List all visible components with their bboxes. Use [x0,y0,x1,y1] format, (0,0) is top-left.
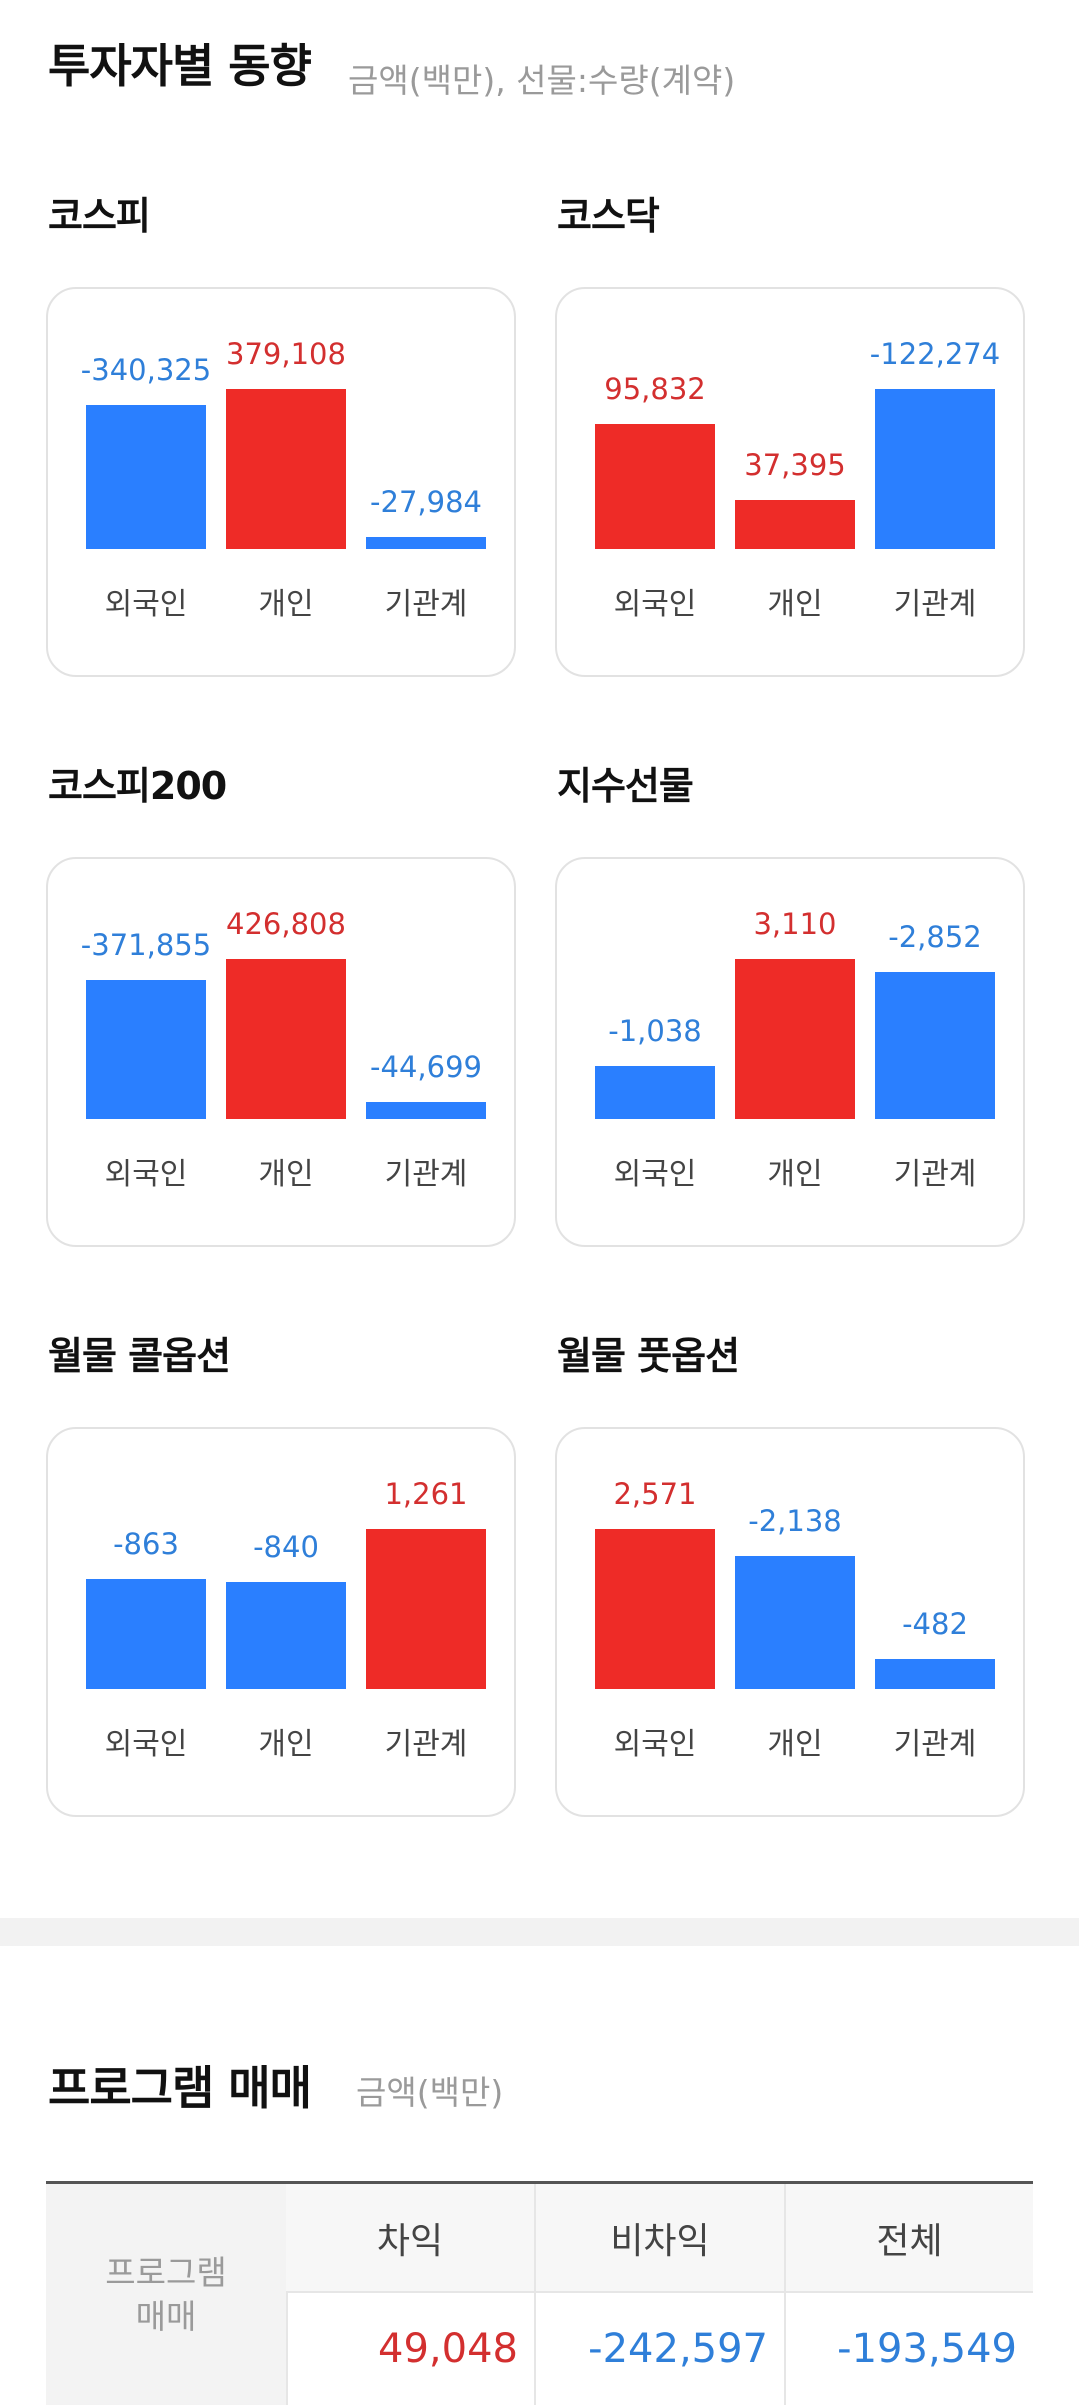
bar-institution [366,537,486,549]
chart-card-kospi: -340,325 외국인 379,108 개인 -27,984 기관계 [46,287,516,677]
column-header-total: 전체 [786,2184,1033,2293]
value-label-foreign: 2,571 [613,1477,697,1511]
value-label-foreign: 95,832 [604,372,706,406]
category-label-foreign: 외국인 [104,587,188,622]
category-label-institution: 기관계 [893,1727,977,1762]
category-label-institution: 기관계 [893,1157,977,1192]
value-label-foreign: -371,855 [80,928,212,962]
category-label-foreign: 외국인 [613,1157,697,1192]
category-label-foreign: 외국인 [104,1157,188,1192]
bar-individual [735,959,855,1119]
value-label-institution: -27,984 [370,485,482,519]
value-label-institution: -482 [902,1607,968,1641]
program-row-label-2: 매매 [135,2296,197,2336]
value-label-individual: 3,110 [753,907,837,941]
value-label-individual: 37,395 [744,448,846,482]
value-label-institution: 1,261 [384,1477,468,1511]
bar-individual [226,1582,346,1689]
value-label-individual: -2,138 [748,1504,842,1538]
non-arbitrage-value: -242,597 [536,2293,786,2405]
category-label-institution: 기관계 [384,587,468,622]
column-header-arbitrage: 차익 [286,2184,536,2293]
value-label-individual: 379,108 [226,337,346,371]
program-trading-table: 프로그램 매매 차익 비차익 전체 49,048 -242,597 -193,5… [46,2181,1033,2405]
value-label-institution: -2,852 [888,920,982,954]
value-label-foreign: -340,325 [80,353,212,387]
total-value: -193,549 [837,2326,1017,2372]
chart-card-index-futures: -1,038 외국인 3,110 개인 -2,852 기관계 [555,857,1025,1247]
category-label-institution: 기관계 [893,587,977,622]
category-label-individual: 개인 [767,1157,823,1192]
chart-title-kosdaq: 코스닥 [557,194,660,238]
chart-card-kospi200: -371,855 외국인 426,808 개인 -44,699 기관계 [46,857,516,1247]
bar-institution [366,1102,486,1119]
program-row-label-1: 프로그램 [105,2252,227,2292]
category-label-foreign: 외국인 [613,1727,697,1762]
category-label-individual: 개인 [258,587,314,622]
value-label-institution: -122,274 [869,337,1001,371]
section-divider [0,1918,1079,1946]
category-label-individual: 개인 [258,1157,314,1192]
category-label-individual: 개인 [258,1727,314,1762]
value-label-individual: -840 [253,1530,319,1564]
category-label-institution: 기관계 [384,1157,468,1192]
investor-trend-title: 투자자별 동향 [48,39,312,93]
chart-card-monthly-call-options: -863 외국인 -840 개인 1,261 기관계 [46,1427,516,1817]
program-trading-title: 프로그램 매매 [48,2061,312,2115]
program-trading-subtitle: 금액(백만) [356,2073,504,2112]
value-label-foreign: -1,038 [608,1014,702,1048]
value-label-institution: -44,699 [370,1050,482,1084]
bar-foreign [86,405,206,549]
category-label-foreign: 외국인 [104,1727,188,1762]
column-header-non-arbitrage: 비차익 [536,2184,786,2293]
bar-institution [366,1529,486,1689]
value-label-individual: 426,808 [226,907,346,941]
arbitrage-value: 49,048 [286,2293,536,2405]
investor-trend-subtitle: 금액(백만), 선물:수량(계약) [348,61,736,100]
category-label-foreign: 외국인 [613,587,697,622]
bar-individual [735,500,855,549]
category-label-individual: 개인 [767,587,823,622]
chart-card-kosdaq: 95,832 외국인 37,395 개인 -122,274 기관계 [555,287,1025,677]
bar-foreign [86,1579,206,1689]
bar-foreign [595,1066,715,1119]
category-label-institution: 기관계 [384,1727,468,1762]
bar-foreign [595,424,715,549]
bar-foreign [595,1529,715,1689]
bar-individual [226,959,346,1119]
bar-institution [875,389,995,549]
chart-title-monthly-put-options: 월물 풋옵션 [557,1334,740,1378]
chart-title-kospi200: 코스피200 [48,764,227,808]
bar-individual [226,389,346,549]
chart-title-index-futures: 지수선물 [557,764,694,808]
chart-title-kospi: 코스피 [48,194,151,238]
bar-foreign [86,980,206,1119]
value-label-foreign: -863 [113,1527,179,1561]
bar-institution [875,1659,995,1689]
chart-card-monthly-put-options: 2,571 외국인 -2,138 개인 -482 기관계 [555,1427,1025,1817]
bar-individual [735,1556,855,1689]
bar-institution [875,972,995,1119]
chart-title-monthly-call-options: 월물 콜옵션 [48,1334,231,1378]
program-row-header: 프로그램 매매 [46,2184,288,2405]
category-label-individual: 개인 [767,1727,823,1762]
